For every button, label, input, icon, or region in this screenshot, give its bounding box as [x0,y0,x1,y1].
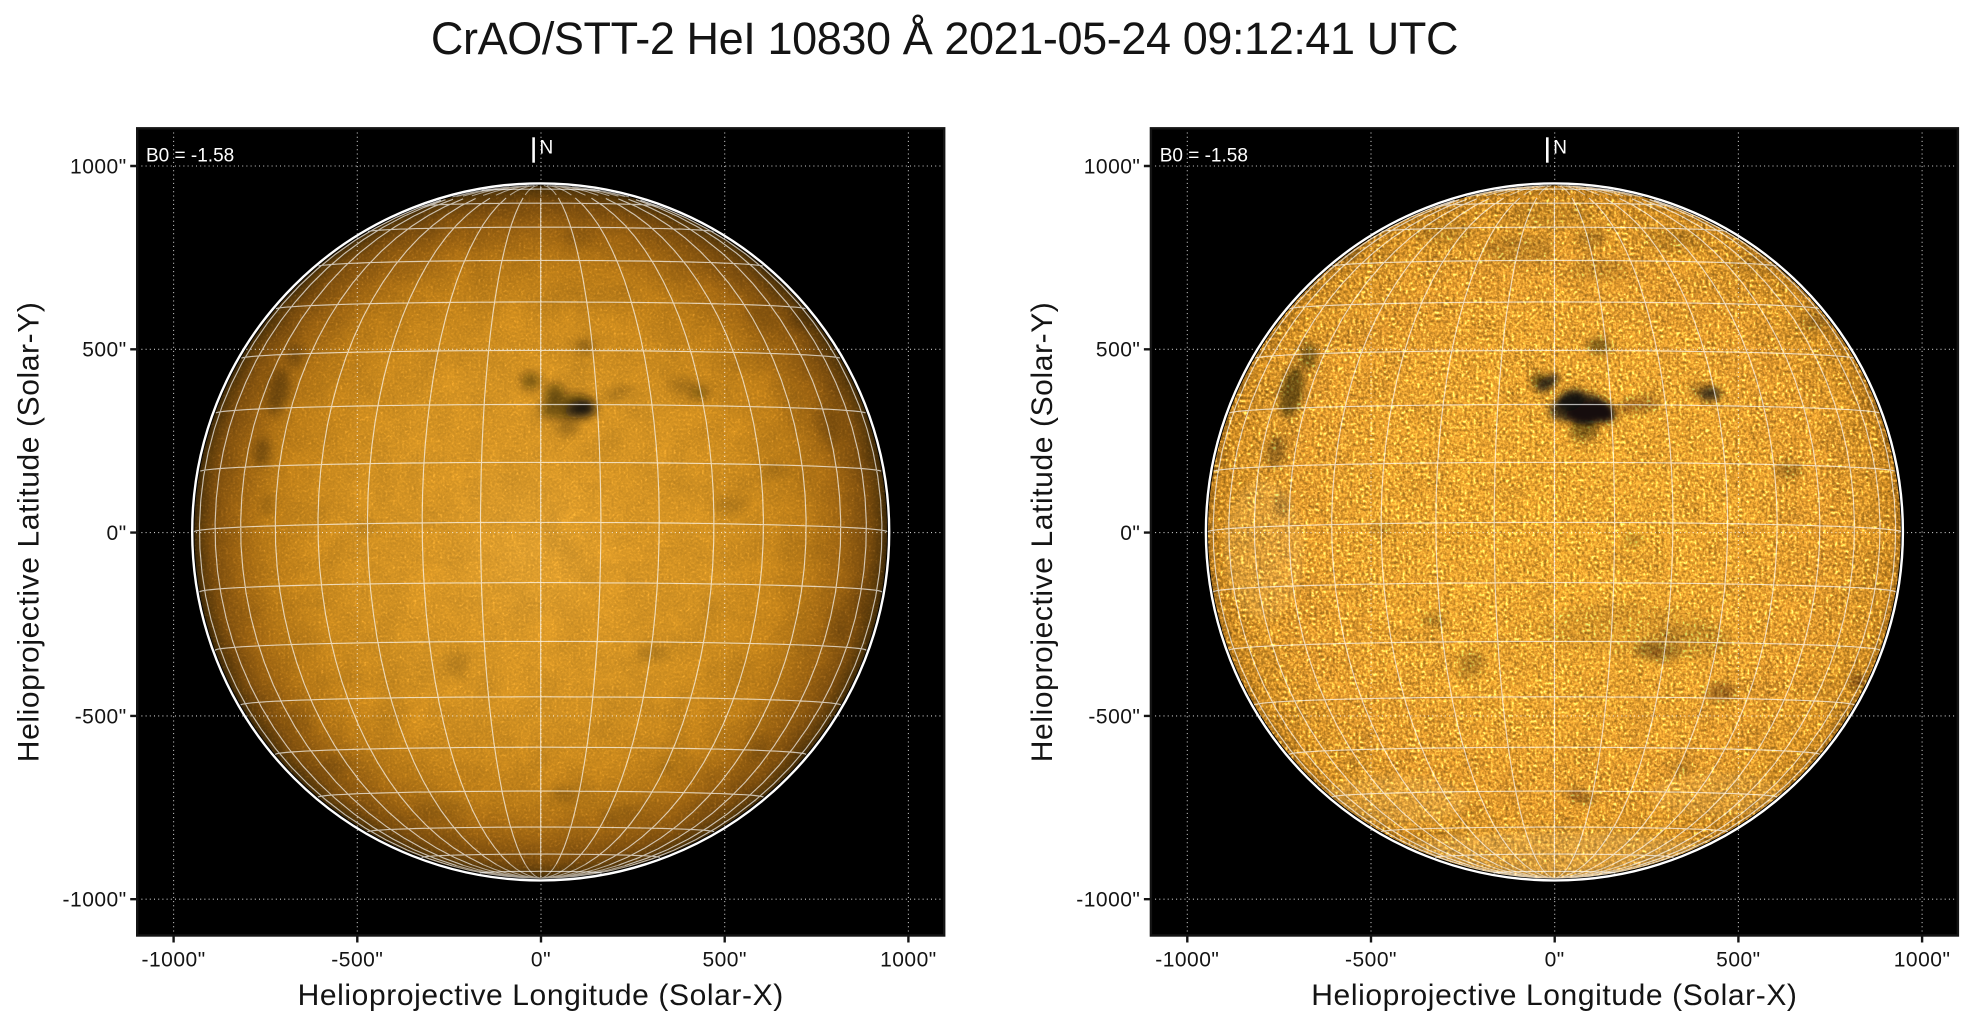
svg-text:Helioprojective Latitude (Sola: Helioprojective Latitude (Solar-Y) [1026,302,1059,763]
svg-text:Helioprojective Longitude (Sol: Helioprojective Longitude (Solar-X) [298,979,784,1012]
svg-text:500": 500" [1716,949,1761,972]
svg-text:-1000": -1000" [1076,889,1140,912]
svg-text:B0 = -1.58: B0 = -1.58 [1160,146,1248,167]
svg-text:N: N [540,138,554,159]
svg-text:0": 0" [1120,522,1140,545]
svg-text:-1000": -1000" [1155,949,1219,972]
svg-text:CrAO/STT-2 HeI 10830 Å 2021-05: CrAO/STT-2 HeI 10830 Å 2021-05-24 09:12:… [431,13,1458,64]
svg-text:500": 500" [1096,339,1141,362]
svg-text:0": 0" [531,949,551,972]
svg-text:1000": 1000" [1084,155,1141,178]
svg-text:-500": -500" [1345,949,1397,972]
svg-text:B0 = -1.58: B0 = -1.58 [146,146,234,167]
svg-text:Helioprojective Longitude (Sol: Helioprojective Longitude (Solar-X) [1311,979,1797,1012]
svg-text:-500": -500" [75,705,127,728]
svg-text:1000": 1000" [1894,949,1951,972]
svg-text:500": 500" [82,339,127,362]
svg-text:-1000": -1000" [142,949,206,972]
svg-text:500": 500" [702,949,747,972]
svg-text:1000": 1000" [880,949,937,972]
svg-text:-1000": -1000" [63,889,127,912]
svg-text:N: N [1553,138,1567,159]
svg-text:1000": 1000" [70,155,127,178]
svg-text:-500": -500" [1088,705,1140,728]
svg-text:-500": -500" [331,949,383,972]
svg-text:0": 0" [1545,949,1565,972]
svg-text:0": 0" [107,522,127,545]
svg-text:Helioprojective Latitude (Sola: Helioprojective Latitude (Solar-Y) [13,302,46,763]
